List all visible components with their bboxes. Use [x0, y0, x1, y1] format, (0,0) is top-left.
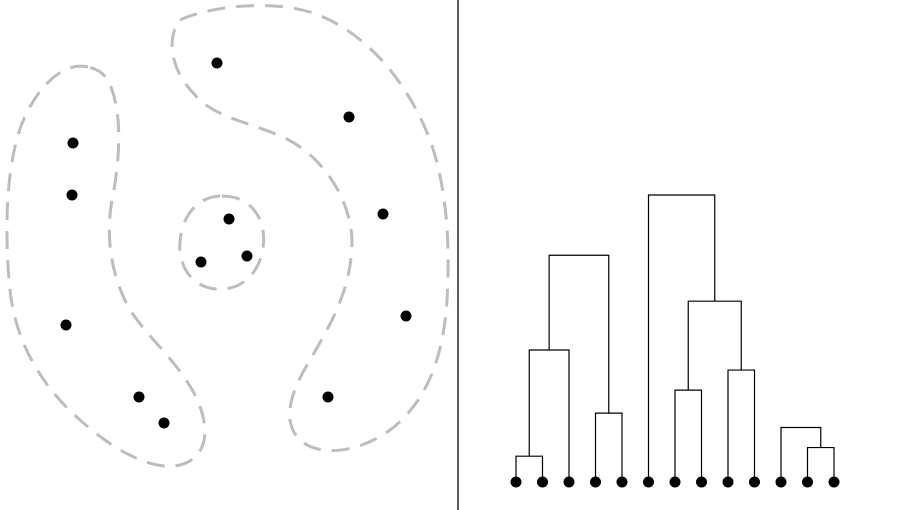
dendrogram-merge-9-10 — [727, 369, 756, 482]
center-cluster-point — [241, 250, 253, 262]
dendrogram-leaf — [616, 476, 628, 488]
dendrogram-leaf — [696, 476, 707, 488]
dendrogram-merge-12-3 — [528, 349, 570, 482]
dendrogram-leaf — [775, 476, 787, 488]
left-cluster-point — [66, 189, 78, 201]
dendrogram-leaf — [749, 476, 760, 488]
dendrogram-merge-4-5 — [594, 412, 623, 482]
left-cluster-point — [60, 319, 72, 331]
dendrogram-links — [515, 194, 835, 482]
right-cluster-point — [211, 57, 223, 69]
dendrogram-leaves — [510, 476, 840, 488]
dendrogram-leaf — [537, 476, 548, 488]
dendrogram-leaf — [510, 476, 522, 488]
right-cluster-point — [343, 111, 355, 123]
dendrogram-merge-123-45 — [548, 254, 610, 414]
dendrogram-leaf — [563, 476, 575, 488]
dendrogram-leaf — [828, 476, 840, 488]
right-cluster-point — [377, 208, 389, 220]
center-cluster-outline — [178, 194, 266, 291]
scatter-panel — [5, 4, 450, 468]
dendrogram-merge-78-910 — [687, 300, 742, 391]
dendrogram-leaf — [590, 476, 601, 488]
dendrogram-leaf — [802, 476, 813, 488]
left-cluster-point — [158, 417, 170, 429]
right-cluster-outline — [170, 4, 450, 453]
dendrogram-leaf — [643, 476, 654, 488]
dendrogram-merge-7-8 — [674, 389, 703, 482]
left-cluster-point — [133, 391, 145, 403]
dendrogram-panel — [510, 194, 840, 488]
dendrogram-leaf — [669, 476, 681, 488]
left-cluster-outline — [5, 64, 207, 468]
dendrogram-merge-12-13 — [806, 446, 835, 482]
dendrogram-leaf — [722, 476, 734, 488]
dendrogram-merge-6-78910 — [647, 194, 716, 482]
right-cluster-point — [322, 391, 334, 403]
right-cluster-point — [400, 310, 412, 322]
dendrogram-merge-1-2 — [515, 455, 544, 482]
center-cluster-point — [223, 213, 235, 225]
center-cluster-point — [195, 256, 207, 268]
left-cluster-point — [67, 137, 79, 149]
dendrogram-merge-11-1213 — [780, 426, 822, 482]
